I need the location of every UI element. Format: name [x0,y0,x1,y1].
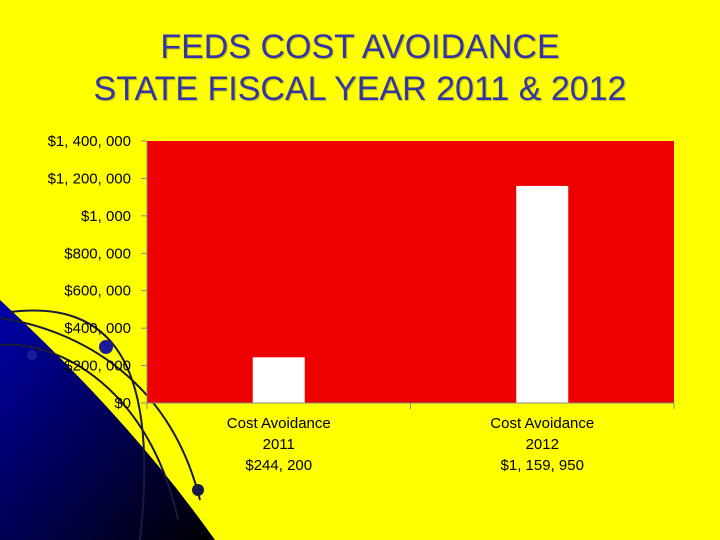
x-category-label-line: $1, 159, 950 [501,457,584,474]
x-category-label-line: 2011 [263,436,295,453]
x-category-label-line: $244, 200 [245,457,312,474]
title-line-1: FEDS COST AVOIDANCE [160,28,560,66]
y-tick-label: $1, 200, 000 [48,170,131,187]
y-axis: $0 $200, 000 $400, 000 $600, 000 $800, 000 $1… [48,133,148,412]
x-category-label-line: Cost Avoidance [227,415,331,432]
bar-2 [516,185,569,403]
decor-dot-small [27,350,37,360]
x-category-label-line: 2012 [526,436,559,453]
slide-title: FEDS COST AVOIDANCE STATE FISCAL YEAR 20… [0,26,720,110]
y-tick-label: $1, 400, 000 [48,133,131,150]
y-tick-label: $600, 000 [64,283,131,300]
arc-line-1 [0,317,201,501]
decor-dot-large [99,340,113,354]
corner-gradient-shape [0,300,215,540]
y-tick-label: $400, 000 [64,320,131,337]
y-tick-label: $200, 000 [64,358,131,375]
bar-1 [252,357,305,403]
title-line-2: STATE FISCAL YEAR 2011 & 2012 [93,70,627,108]
y-tick-label: $0 [114,395,131,412]
decor-dot-bottom [192,484,204,496]
arc-line-3 [9,309,146,540]
arc-line-2 [0,343,179,521]
bars [252,185,569,403]
y-tick-label: $800, 000 [64,245,131,262]
x-category-label-line: Cost Avoidance [490,415,594,432]
y-tick-label: $1, 000 [81,208,131,225]
x-category-label: Cost Avoidance 2012 $1, 159, 950 [490,415,594,474]
x-category-label: Cost Avoidance 2011 $244, 200 [227,415,331,474]
plot-area [147,141,674,403]
